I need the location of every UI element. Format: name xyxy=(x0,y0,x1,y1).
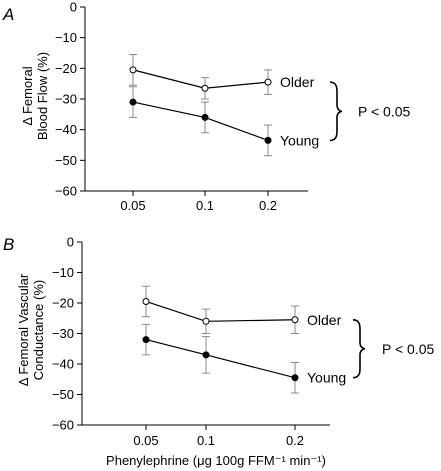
y-tick-label: −20 xyxy=(55,61,77,76)
data-point xyxy=(201,113,209,121)
series-line xyxy=(145,339,296,379)
y-tick-label: −40 xyxy=(55,122,77,137)
y-tick-label: −50 xyxy=(52,387,74,402)
series-young: Young xyxy=(129,86,319,157)
x-tick-label: 0.05 xyxy=(120,198,145,213)
significance-label: P < 0.05 xyxy=(382,341,435,357)
y-axis-label-line: Δ Femoral xyxy=(20,66,35,125)
y-tick-label: −40 xyxy=(52,357,74,372)
significance-brace xyxy=(329,81,343,142)
chart-panel-b: B 0 −10 −20 −30 −40 −50 −60 0.05 0.1 0.2 Δ Femoral … xyxy=(3,235,435,469)
x-tick-label: 0.1 xyxy=(197,433,215,448)
data-point xyxy=(264,78,272,86)
y-tick-label: −60 xyxy=(52,418,74,433)
series-line xyxy=(145,300,296,322)
series-label: Young xyxy=(280,132,319,148)
data-point xyxy=(202,317,210,325)
y-axis-label-line: Blood Flow (%) xyxy=(35,52,50,140)
series-older: Older xyxy=(129,54,315,100)
y-axis-label-line: Δ Femoral Vascular xyxy=(16,273,31,386)
data-point xyxy=(201,84,209,92)
data-point xyxy=(142,336,150,344)
panel-label: A xyxy=(2,5,14,24)
y-tick-label: 0 xyxy=(70,0,77,15)
data-point xyxy=(202,351,210,359)
series-label: Older xyxy=(307,312,342,328)
series-young: Young xyxy=(142,323,346,394)
x-tick-label: 0.2 xyxy=(286,433,304,448)
x-tick-label: 0.2 xyxy=(259,198,277,213)
x-tick-label: 0.1 xyxy=(196,198,214,213)
data-point xyxy=(291,316,299,324)
data-point xyxy=(129,66,137,74)
series-older: Older xyxy=(142,285,342,334)
series-label: Young xyxy=(307,370,346,386)
data-point xyxy=(129,98,137,106)
series-line xyxy=(132,101,269,141)
y-axis-label-line: Conductance (%) xyxy=(31,280,46,380)
data-point xyxy=(264,136,272,144)
data-point xyxy=(291,374,299,382)
significance-brace xyxy=(352,318,366,379)
panel-label: B xyxy=(3,235,14,254)
y-axis-label: Δ FemoralBlood Flow (%) xyxy=(20,52,50,140)
y-tick-label: 0 xyxy=(67,235,74,250)
x-tick-label: 0.05 xyxy=(133,433,158,448)
y-tick-label: −30 xyxy=(55,92,77,107)
y-tick-label: −30 xyxy=(52,326,74,341)
series-line xyxy=(132,69,269,89)
y-tick-label: −60 xyxy=(55,184,77,199)
y-tick-label: −50 xyxy=(55,153,77,168)
significance-label: P < 0.05 xyxy=(358,103,411,119)
chart-panel-a: A 0 −10 −20 −30 −40 −50 −60 0.05 0.1 0.2 Δ FemoralB… xyxy=(2,0,411,213)
y-tick-label: −10 xyxy=(55,30,77,45)
y-axis-label: Δ Femoral VascularConductance (%) xyxy=(16,273,46,386)
y-tick-label: −20 xyxy=(52,296,74,311)
x-axis-label: Phenylephrine (μg 100g FFM⁻¹ min⁻¹) xyxy=(106,453,326,468)
series-label: Older xyxy=(280,74,315,90)
y-tick-label: −10 xyxy=(52,265,74,280)
data-point xyxy=(142,297,150,305)
